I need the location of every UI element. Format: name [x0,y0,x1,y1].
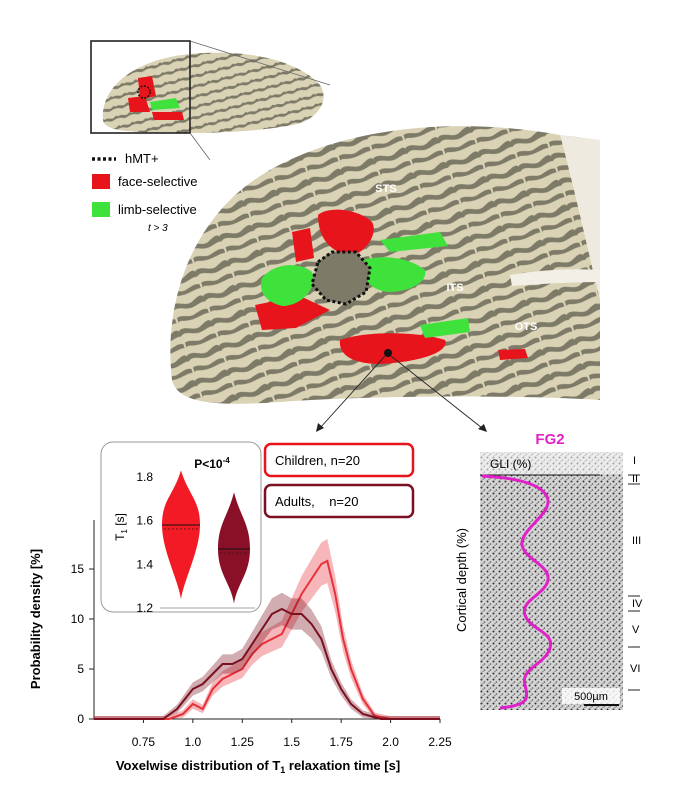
face-legend-swatch [92,174,110,189]
violin-ylabel-main: T [113,533,127,541]
density-xtick-label: 0.75 [132,735,156,749]
histology-title: FG2 [535,431,564,448]
face-patch-2 [292,228,314,262]
face-patch-5 [498,349,528,360]
density-chart: 0 5 10 15 0.75 1.0 1.25 1.5 1.75 2.0 2.25 Probabi… [28,520,452,775]
layer-label-2: II [632,473,638,485]
cortical-depth-label: Cortical depth (%) [454,528,469,632]
ots-label: OTS [515,321,538,333]
violin-ylabel-sub: 1 [120,529,129,534]
hmt-outline [310,250,372,306]
arrow-head-left [316,423,324,432]
brain-legend: hMT+ face-selective limb-selective t > 3 [92,151,197,234]
sts-label: STS [375,183,396,195]
adults-legend-box [263,483,415,519]
density-xlabel: Voxelwise distribution of T1 relaxation … [116,758,400,775]
scalebar-label: 500µm [574,691,608,703]
violin-title-sup: -4 [223,456,231,465]
arrow-head-right [478,424,487,432]
series-line-adults [94,607,440,720]
limb-patch-3 [380,232,448,252]
density-xtick-label: 1.0 [185,735,202,749]
gli-label: GLI (%) [490,457,531,471]
limb-patch-4 [420,318,470,338]
violin-ytick-label: 1.6 [136,514,153,528]
layer-label-3: III [632,535,641,547]
face-patch-1 [318,209,374,256]
violin-inset: 1.2 1.4 1.6 1.8 T1 [s] P<10-4 [100,441,262,615]
density-ylabel: Probability density [%] [28,549,43,689]
histology-panel: FG2 GLI (%) Cortical depth (%) 500µm I I… [454,431,643,710]
sample-point [384,349,392,357]
face-legend-label: face-selective [118,174,197,189]
density-ytick-label: 0 [77,712,84,726]
layer-label-5: V [632,624,640,636]
violin-title-main: P<10 [194,457,223,471]
gli-profile-curve [481,474,553,710]
density-xlabel-sub: 1 [280,765,285,775]
density-xtick-label: 1.5 [283,735,300,749]
face-patch-3 [255,296,330,330]
children-legend-label: Children, n=20 [275,453,360,468]
density-ytick-label: 15 [71,562,85,576]
overview-brain [102,52,324,134]
limb-legend-label: limb-selective [118,202,197,217]
histology-header-band [480,452,623,474]
children-legend-box [263,442,415,478]
face-patch-4 [339,333,446,364]
violin-children [162,470,200,600]
density-xtick-label: 1.75 [329,735,353,749]
its-label: ITS [446,282,463,294]
histology-image [480,452,623,710]
threshold-label: t > 3 [148,223,168,234]
zoom-box [90,40,191,134]
arrow-to-chart [319,355,386,429]
hmt-legend-label: hMT+ [125,151,159,166]
violin-ylabel-unit: [s] [113,513,127,529]
scalebar-bg [562,688,620,704]
violin-title: P<10-4 [194,456,230,471]
limb-legend-swatch [92,202,110,217]
zoom-line-top [189,40,331,86]
density-xlabel-main: Voxelwise distribution of T [116,758,280,773]
series-line-children [94,559,440,720]
layer-label-1: I [633,455,636,467]
violin-ytick-label: 1.2 [136,601,153,615]
limb-patch-2 [361,257,426,292]
density-xtick-label: 2.25 [428,735,452,749]
inflated-brain [170,126,600,404]
violin-ytick-label: 1.8 [136,470,153,484]
adults-legend-label: Adults, n=20 [275,494,358,509]
layer-label-4: IV [632,598,643,610]
violin-ylabel: T1 [s] [113,513,129,541]
density-xtick-label: 1.25 [231,735,255,749]
limb-patch-1 [260,265,314,306]
arrow-to-histology [390,355,483,429]
zoom-line-bottom [189,132,211,161]
violin-ytick-label: 1.4 [136,557,153,571]
density-xlabel-tail: relaxation time [s] [285,758,400,773]
series-band-adults [94,592,440,719]
density-xtick-label: 2.0 [382,735,399,749]
layer-label-6: VI [630,663,640,675]
violin-adults [218,492,250,604]
density-ytick-label: 10 [71,612,85,626]
density-ytick-label: 5 [77,662,84,676]
